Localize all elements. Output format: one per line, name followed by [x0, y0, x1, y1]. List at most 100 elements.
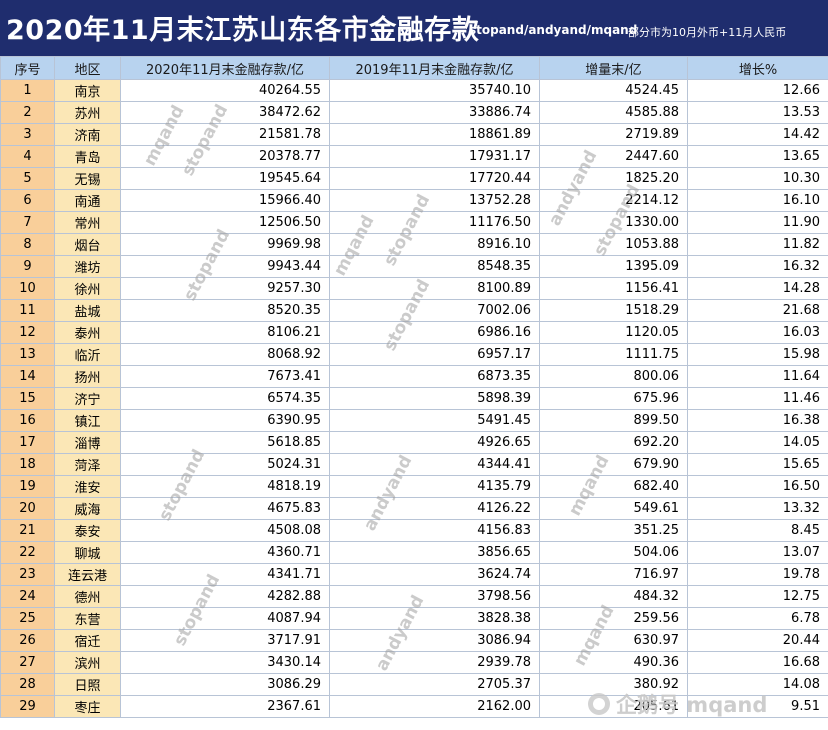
cell-region: 南京: [54, 79, 121, 102]
table-row: 19 淮安 4818.19 4135.79 682.40 16.50: [0, 475, 828, 498]
table-row: 4 青岛 20378.77 17931.17 2447.60 13.65: [0, 145, 828, 168]
cell-region: 威海: [54, 497, 121, 520]
cell-deposit-2020: 6390.95: [120, 409, 330, 432]
cell-growth: 15.98: [687, 343, 828, 366]
cell-region: 滨州: [54, 651, 121, 674]
cell-deposit-2019: 3856.65: [329, 541, 540, 564]
cell-growth: 10.30: [687, 167, 828, 190]
cell-index: 4: [0, 145, 55, 168]
cell-deposit-2019: 13752.28: [329, 189, 540, 212]
cell-region: 聊城: [54, 541, 121, 564]
cell-region: 潍坊: [54, 255, 121, 278]
cell-deposit-2020: 8520.35: [120, 299, 330, 322]
cell-deposit-2019: 2705.37: [329, 673, 540, 696]
cell-deposit-2020: 8106.21: [120, 321, 330, 344]
cell-growth: 16.32: [687, 255, 828, 278]
cell-deposit-2019: 6986.16: [329, 321, 540, 344]
cell-deposit-2019: 6957.17: [329, 343, 540, 366]
cell-deposit-2020: 3430.14: [120, 651, 330, 674]
table-row: 28 日照 3086.29 2705.37 380.92 14.08: [0, 673, 828, 696]
cell-region: 青岛: [54, 145, 121, 168]
table-row: 2 苏州 38472.62 33886.74 4585.88 13.53: [0, 101, 828, 124]
cell-deposit-2019: 4926.65: [329, 431, 540, 454]
table-row: 12 泰州 8106.21 6986.16 1120.05 16.03: [0, 321, 828, 344]
table-row: 3 济南 21581.78 18861.89 2719.89 14.42: [0, 123, 828, 146]
cell-index: 17: [0, 431, 55, 454]
table-row: 29 枣庄 2367.61 2162.00 205.61 9.51: [0, 695, 828, 718]
cell-region: 济宁: [54, 387, 121, 410]
table-row: 17 淄博 5618.85 4926.65 692.20 14.05: [0, 431, 828, 454]
header-index: 序号: [0, 56, 55, 80]
cell-index: 27: [0, 651, 55, 674]
cell-increase: 800.06: [539, 365, 688, 388]
cell-deposit-2020: 20378.77: [120, 145, 330, 168]
cell-increase: 1120.05: [539, 321, 688, 344]
cell-deposit-2019: 3086.94: [329, 629, 540, 652]
cell-index: 1: [0, 79, 55, 102]
cell-deposit-2020: 8068.92: [120, 343, 330, 366]
cell-region: 淄博: [54, 431, 121, 454]
header-increase: 增量末/亿: [539, 56, 688, 80]
cell-growth: 6.78: [687, 607, 828, 630]
cell-increase: 504.06: [539, 541, 688, 564]
cell-increase: 1053.88: [539, 233, 688, 256]
cell-increase: 899.50: [539, 409, 688, 432]
table-row: 15 济宁 6574.35 5898.39 675.96 11.46: [0, 387, 828, 410]
cell-region: 临沂: [54, 343, 121, 366]
cell-deposit-2020: 38472.62: [120, 101, 330, 124]
cell-deposit-2020: 4508.08: [120, 519, 330, 542]
cell-region: 镇江: [54, 409, 121, 432]
cell-growth: 11.82: [687, 233, 828, 256]
cell-deposit-2020: 4360.71: [120, 541, 330, 564]
cell-increase: 675.96: [539, 387, 688, 410]
cell-region: 东营: [54, 607, 121, 630]
cell-growth: 14.05: [687, 431, 828, 454]
cell-deposit-2019: 18861.89: [329, 123, 540, 146]
cell-deposit-2019: 17720.44: [329, 167, 540, 190]
cell-growth: 13.32: [687, 497, 828, 520]
cell-increase: 484.32: [539, 585, 688, 608]
cell-deposit-2019: 3828.38: [329, 607, 540, 630]
deposit-table: 序号 地区 2020年11月末金融存款/亿 2019年11月末金融存款/亿 增量…: [0, 56, 828, 718]
header-region: 地区: [54, 56, 121, 80]
cell-growth: 16.50: [687, 475, 828, 498]
cell-index: 22: [0, 541, 55, 564]
table-row: 8 烟台 9969.98 8916.10 1053.88 11.82: [0, 233, 828, 256]
table-row: 16 镇江 6390.95 5491.45 899.50 16.38: [0, 409, 828, 432]
cell-growth: 20.44: [687, 629, 828, 652]
cell-deposit-2020: 4282.88: [120, 585, 330, 608]
cell-index: 7: [0, 211, 55, 234]
cell-deposit-2019: 8548.35: [329, 255, 540, 278]
cell-growth: 14.08: [687, 673, 828, 696]
cell-deposit-2020: 4675.83: [120, 497, 330, 520]
cell-deposit-2020: 7673.41: [120, 365, 330, 388]
cell-increase: 682.40: [539, 475, 688, 498]
cell-deposit-2020: 3717.91: [120, 629, 330, 652]
table-row: 1 南京 40264.55 35740.10 4524.45 12.66: [0, 79, 828, 102]
cell-deposit-2019: 33886.74: [329, 101, 540, 124]
title-bar: 2020年11月末江苏山东各市金融存款 stopand/andyand/mqan…: [0, 0, 828, 56]
cell-growth: 14.42: [687, 123, 828, 146]
cell-index: 16: [0, 409, 55, 432]
cell-increase: 2214.12: [539, 189, 688, 212]
table-row: 24 德州 4282.88 3798.56 484.32 12.75: [0, 585, 828, 608]
cell-region: 宿迁: [54, 629, 121, 652]
header-growth: 增长%: [687, 56, 828, 80]
cell-growth: 16.03: [687, 321, 828, 344]
cell-index: 13: [0, 343, 55, 366]
table-row: 9 潍坊 9943.44 8548.35 1395.09 16.32: [0, 255, 828, 278]
cell-growth: 16.68: [687, 651, 828, 674]
title-authors: stopand/andyand/mqand: [469, 23, 638, 37]
cell-region: 盐城: [54, 299, 121, 322]
cell-increase: 549.61: [539, 497, 688, 520]
cell-growth: 11.90: [687, 211, 828, 234]
cell-deposit-2019: 35740.10: [329, 79, 540, 102]
table-row: 18 菏泽 5024.31 4344.41 679.90 15.65: [0, 453, 828, 476]
cell-increase: 4524.45: [539, 79, 688, 102]
cell-growth: 16.10: [687, 189, 828, 212]
cell-index: 6: [0, 189, 55, 212]
cell-deposit-2020: 5618.85: [120, 431, 330, 454]
cell-growth: 8.45: [687, 519, 828, 542]
cell-deposit-2020: 15966.40: [120, 189, 330, 212]
cell-index: 18: [0, 453, 55, 476]
